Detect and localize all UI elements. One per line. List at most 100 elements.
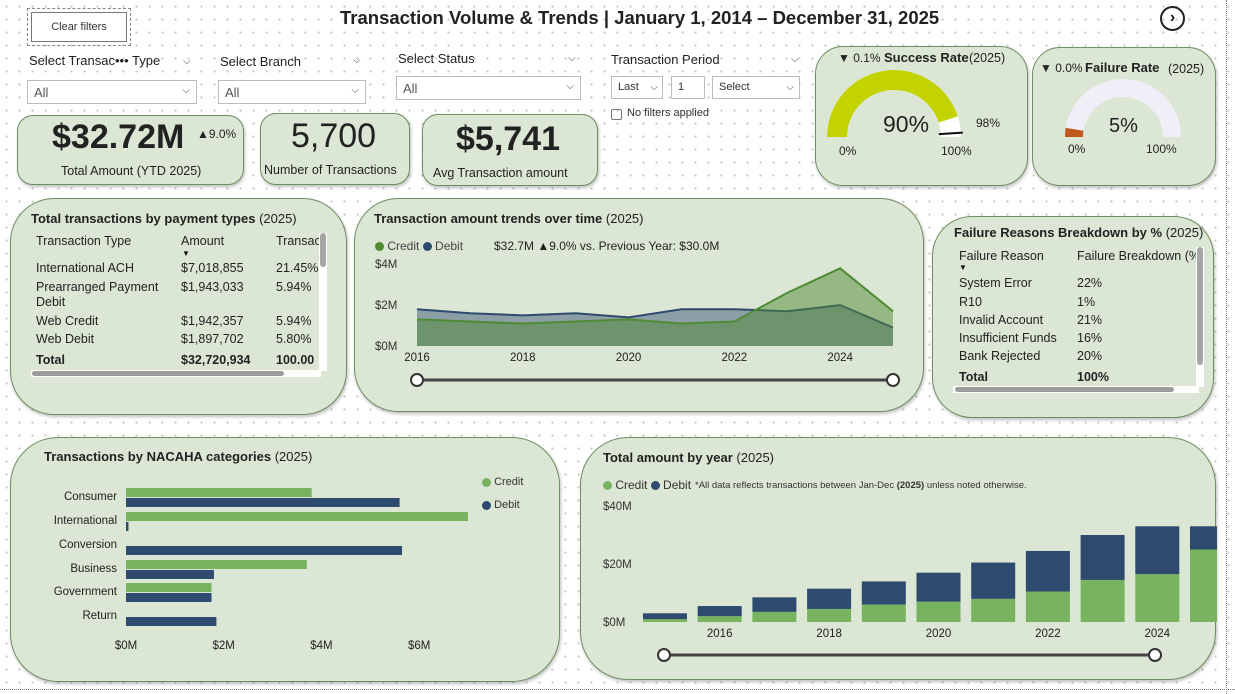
column-header[interactable]: Amount [181,234,225,248]
gauge-fill [827,70,958,137]
type-filter-dropdown[interactable]: All ⌵ [27,80,197,104]
bar-credit [126,512,468,521]
note-year: (2025) [896,480,925,491]
range-slider-handle[interactable] [410,373,424,387]
scrollbar-thumb[interactable] [955,387,1174,392]
scrollbar-thumb[interactable] [1197,247,1203,365]
clear-filters-button[interactable]: Clear filters [31,12,127,42]
period-filter-status: No filters applied [627,107,709,119]
column-header[interactable]: Failure Breakdown (% [1077,249,1197,263]
chevron-down-icon[interactable]: ⌵ [353,55,361,66]
legend-dot-debit [482,500,491,510]
table-cell: 21.45% [276,261,319,275]
chevron-down-icon: ⌵ [351,85,359,96]
trend-card: Transaction amount trends over time (202… [354,198,924,412]
column-header[interactable]: Transact [276,234,322,248]
chevron-down-icon[interactable]: ⌵ [183,56,191,67]
table-cell: 22% [1077,276,1103,290]
area-credit [417,268,893,346]
table-cell: 20% [1077,349,1103,363]
failure-rate-change: ▼ 0.0% [1040,61,1083,75]
category-label: Consumer [64,491,117,503]
column-header[interactable]: Transaction Type [36,234,132,248]
legend-dot-credit [482,477,491,487]
failure-reasons-title: Failure Reasons Breakdown by % (2025) [954,225,1203,240]
failure-gauge [1065,79,1181,137]
legend-dot-debit [422,242,432,252]
chevron-down-icon[interactable]: ⌵ [568,53,576,64]
table-cell: International ACH [36,261,134,275]
period-unit-dropdown[interactable]: Select ⌵ [712,76,800,99]
horizontal-scrollbar[interactable] [31,370,321,377]
trend-chart[interactable]: $0M $2M $4M 2016 2018 2020 2022 2024 [355,199,925,413]
branch-filter-dropdown[interactable]: All ⌵ [218,80,366,104]
table-cell: Web Credit [36,314,99,328]
bar-credit [1080,579,1125,622]
table-cell: 5.94% [276,280,312,294]
clear-filters-frame: Clear filters [27,8,131,46]
period-filter-label: Transaction Period [611,52,720,67]
nacaha-legend-credit: Credit [482,476,523,488]
vertical-scrollbar[interactable] [319,233,327,371]
scrollbar-thumb[interactable] [32,371,284,376]
bar-credit [752,611,797,622]
note-text: *All data reflects transactions between … [695,480,895,491]
bar-debit [861,581,906,605]
success-gauge [827,70,963,137]
y-tick-label: $40M [603,501,632,513]
vertical-scrollbar[interactable] [1196,247,1204,387]
horizontal-scrollbar[interactable] [953,386,1199,393]
gauge-fill [1065,127,1084,137]
x-tick-label: 2020 [926,628,952,640]
status-filter-dropdown[interactable]: All ⌵ [396,76,581,100]
legend-debit-label: Debit [494,499,520,511]
status-filter-value: All [403,81,418,96]
sort-descending-icon[interactable]: ▼ [182,249,190,258]
bar-debit [971,562,1016,599]
category-label: Return [82,610,117,622]
bar-debit [752,597,797,612]
y-tick-label: $20M [603,559,632,571]
total-amount-change: ▲9.0% [197,127,237,141]
table-cell: 1% [1077,295,1096,309]
transactions-value: 5,700 [291,117,377,155]
y-tick-label: $2M [375,300,397,312]
x-tick-label: 2016 [404,352,430,364]
table-cell: Invalid Account [959,313,1044,327]
legend-credit-label: Credit [494,476,524,488]
by-year-note: *All data reflects transactions between … [695,480,1027,491]
x-tick-label: 2018 [510,352,536,364]
by-year-card: Total amount by year (2025) Credit Debit… [580,437,1217,681]
canvas-edge-bottom [0,689,1235,690]
success-rate-card: ▼ 0.1% Success Rate (2025) 90% 98% 0% 10… [815,46,1028,186]
gauge-track [1065,79,1181,137]
gauge-target-marker [938,131,963,136]
range-slider-handle[interactable] [1148,648,1162,662]
table-cell: Debit [36,295,66,309]
nacaha-chart[interactable]: Consumer International Conversion Business G… [11,438,561,683]
period-count-input[interactable]: 1 [671,76,705,99]
table-cell: $7,018,855 [181,261,244,275]
x-tick-label: 2024 [827,352,853,364]
success-rate-change: ▼ 0.1% [838,51,881,65]
bar-debit [126,546,403,555]
scrollbar-thumb[interactable] [320,233,326,267]
chevron-down-icon[interactable]: ⌵ [791,54,799,65]
legend-credit-label: Credit [387,239,420,253]
bar-credit [1190,549,1217,622]
sort-descending-icon[interactable]: ▼ [959,263,967,272]
type-filter-value: All [34,85,49,100]
column-header[interactable]: Failure Reason [959,249,1044,263]
bar-debit [126,570,214,579]
success-rate-value: 90% [883,111,930,137]
chevron-right-circle-icon[interactable]: › [1160,6,1185,31]
nacaha-legend-debit: Debit [482,499,520,511]
range-slider-handle[interactable] [657,648,671,662]
by-year-chart[interactable]: $0M $20M $40M 2016 2018 2020 2022 2024 [581,438,1217,681]
bar-credit [697,616,742,622]
range-slider-handle[interactable] [886,373,900,387]
failure-reasons-card: Failure Reasons Breakdown by % (2025) Fa… [932,216,1214,418]
trend-summary: $32.7M ▲9.0% vs. Previous Year: $30.0M [494,239,720,253]
period-last-dropdown[interactable]: Last ⌵ [611,76,663,99]
y-tick-label: $0M [375,341,397,353]
